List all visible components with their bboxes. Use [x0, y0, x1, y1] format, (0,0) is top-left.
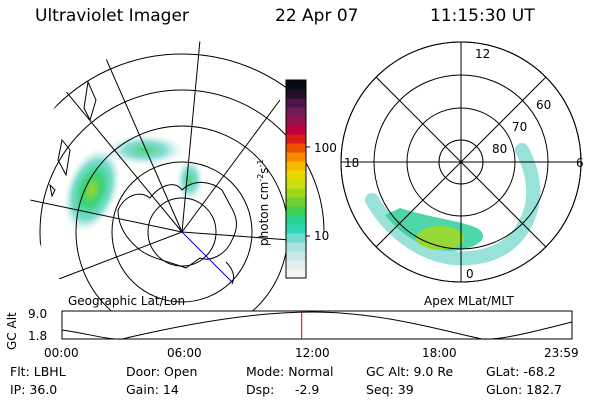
aurora-emission-top	[105, 134, 185, 166]
colorbar-frame	[285, 79, 307, 279]
colorbar-swatch	[286, 80, 306, 90]
colorbar-swatch	[286, 251, 306, 261]
gain-info: Gain: 14	[126, 382, 179, 397]
time-tick-00: 00:00	[44, 346, 79, 360]
colorbar-swatch	[286, 179, 306, 189]
filter-info: Flt: LBHL	[10, 364, 66, 379]
altitude-curve	[61, 311, 573, 340]
colorbar-swatch	[286, 206, 306, 216]
colorbar-swatch	[286, 134, 306, 144]
gc-alt-axis-label: GC Alt	[5, 312, 19, 350]
mlt-label-12: 12	[475, 47, 491, 61]
colorbar-swatch	[286, 242, 306, 252]
mode-info: Mode: Normal	[246, 364, 334, 379]
colorbar-tick-10: 10	[314, 229, 330, 243]
colorbar-swatch	[286, 143, 306, 153]
mlat-label-60: 60	[536, 98, 552, 112]
mlat-mlt-image	[340, 41, 582, 283]
time-tick-18: 18:00	[422, 346, 457, 360]
alt-tick-top: 9.0	[28, 307, 48, 321]
instrument-title: Ultraviolet Imager	[35, 6, 189, 26]
time-label: 11:15:30 UT	[430, 6, 535, 26]
colorbar-swatch	[286, 98, 306, 108]
altitude-plot	[61, 310, 573, 340]
noon-meridian-line	[181, 231, 233, 283]
auroral-oval-peak	[416, 226, 464, 250]
colorbar-swatch	[286, 125, 306, 135]
time-tick-06: 06:00	[167, 346, 202, 360]
seq-info: Seq: 39	[366, 382, 414, 397]
glat-info: GLat: -68.2	[486, 364, 556, 379]
colorbar-swatch	[286, 188, 306, 198]
time-tick-2359: 23:59	[544, 346, 579, 360]
auroral-oval	[365, 143, 541, 266]
dsp-value: -2.9	[295, 382, 320, 397]
colorbar-swatch	[286, 197, 306, 207]
colorbar-swatch	[286, 233, 306, 243]
colorbar-swatch	[286, 116, 306, 126]
colorbar-swatch	[286, 89, 306, 99]
colorbar-swatch	[286, 260, 306, 270]
aurora-emission-right	[176, 158, 204, 202]
mlat-label-70: 70	[512, 120, 528, 134]
colorbar-tick-100: 100	[314, 141, 337, 155]
colorbar-swatch	[286, 170, 306, 180]
colorbar-unit-label: photon cm-2s-1	[256, 159, 271, 246]
ip-info: IP: 36.0	[10, 382, 58, 397]
time-tick-12: 12:00	[295, 346, 330, 360]
geographic-panel-label: Geographic Lat/Lon	[68, 294, 186, 308]
colorbar-swatch	[286, 152, 306, 162]
mlt-label-0: 0	[466, 267, 474, 281]
colorbar-swatch	[286, 224, 306, 234]
mlt-label-6: 6	[576, 156, 584, 170]
colorbar-swatch	[286, 269, 306, 279]
dsp-label: Dsp:	[246, 382, 275, 397]
colorbar-swatch	[286, 215, 306, 225]
date-label: 22 Apr 07	[275, 6, 359, 26]
door-info: Door: Open	[126, 364, 198, 379]
glon-info: GLon: 182.7	[486, 382, 562, 397]
mlt-label-18: 18	[344, 156, 360, 170]
apex-panel-label: Apex MLat/MLT	[424, 294, 514, 308]
colorbar-swatch	[286, 161, 306, 171]
gc-alt-info: GC Alt: 9.0 Re	[366, 364, 454, 379]
colorbar-swatch	[286, 107, 306, 117]
altitude-plot-frame	[61, 310, 573, 340]
colorbar	[285, 79, 310, 279]
mlat-label-80: 80	[492, 142, 508, 156]
alt-tick-bottom: 1.8	[28, 329, 48, 343]
